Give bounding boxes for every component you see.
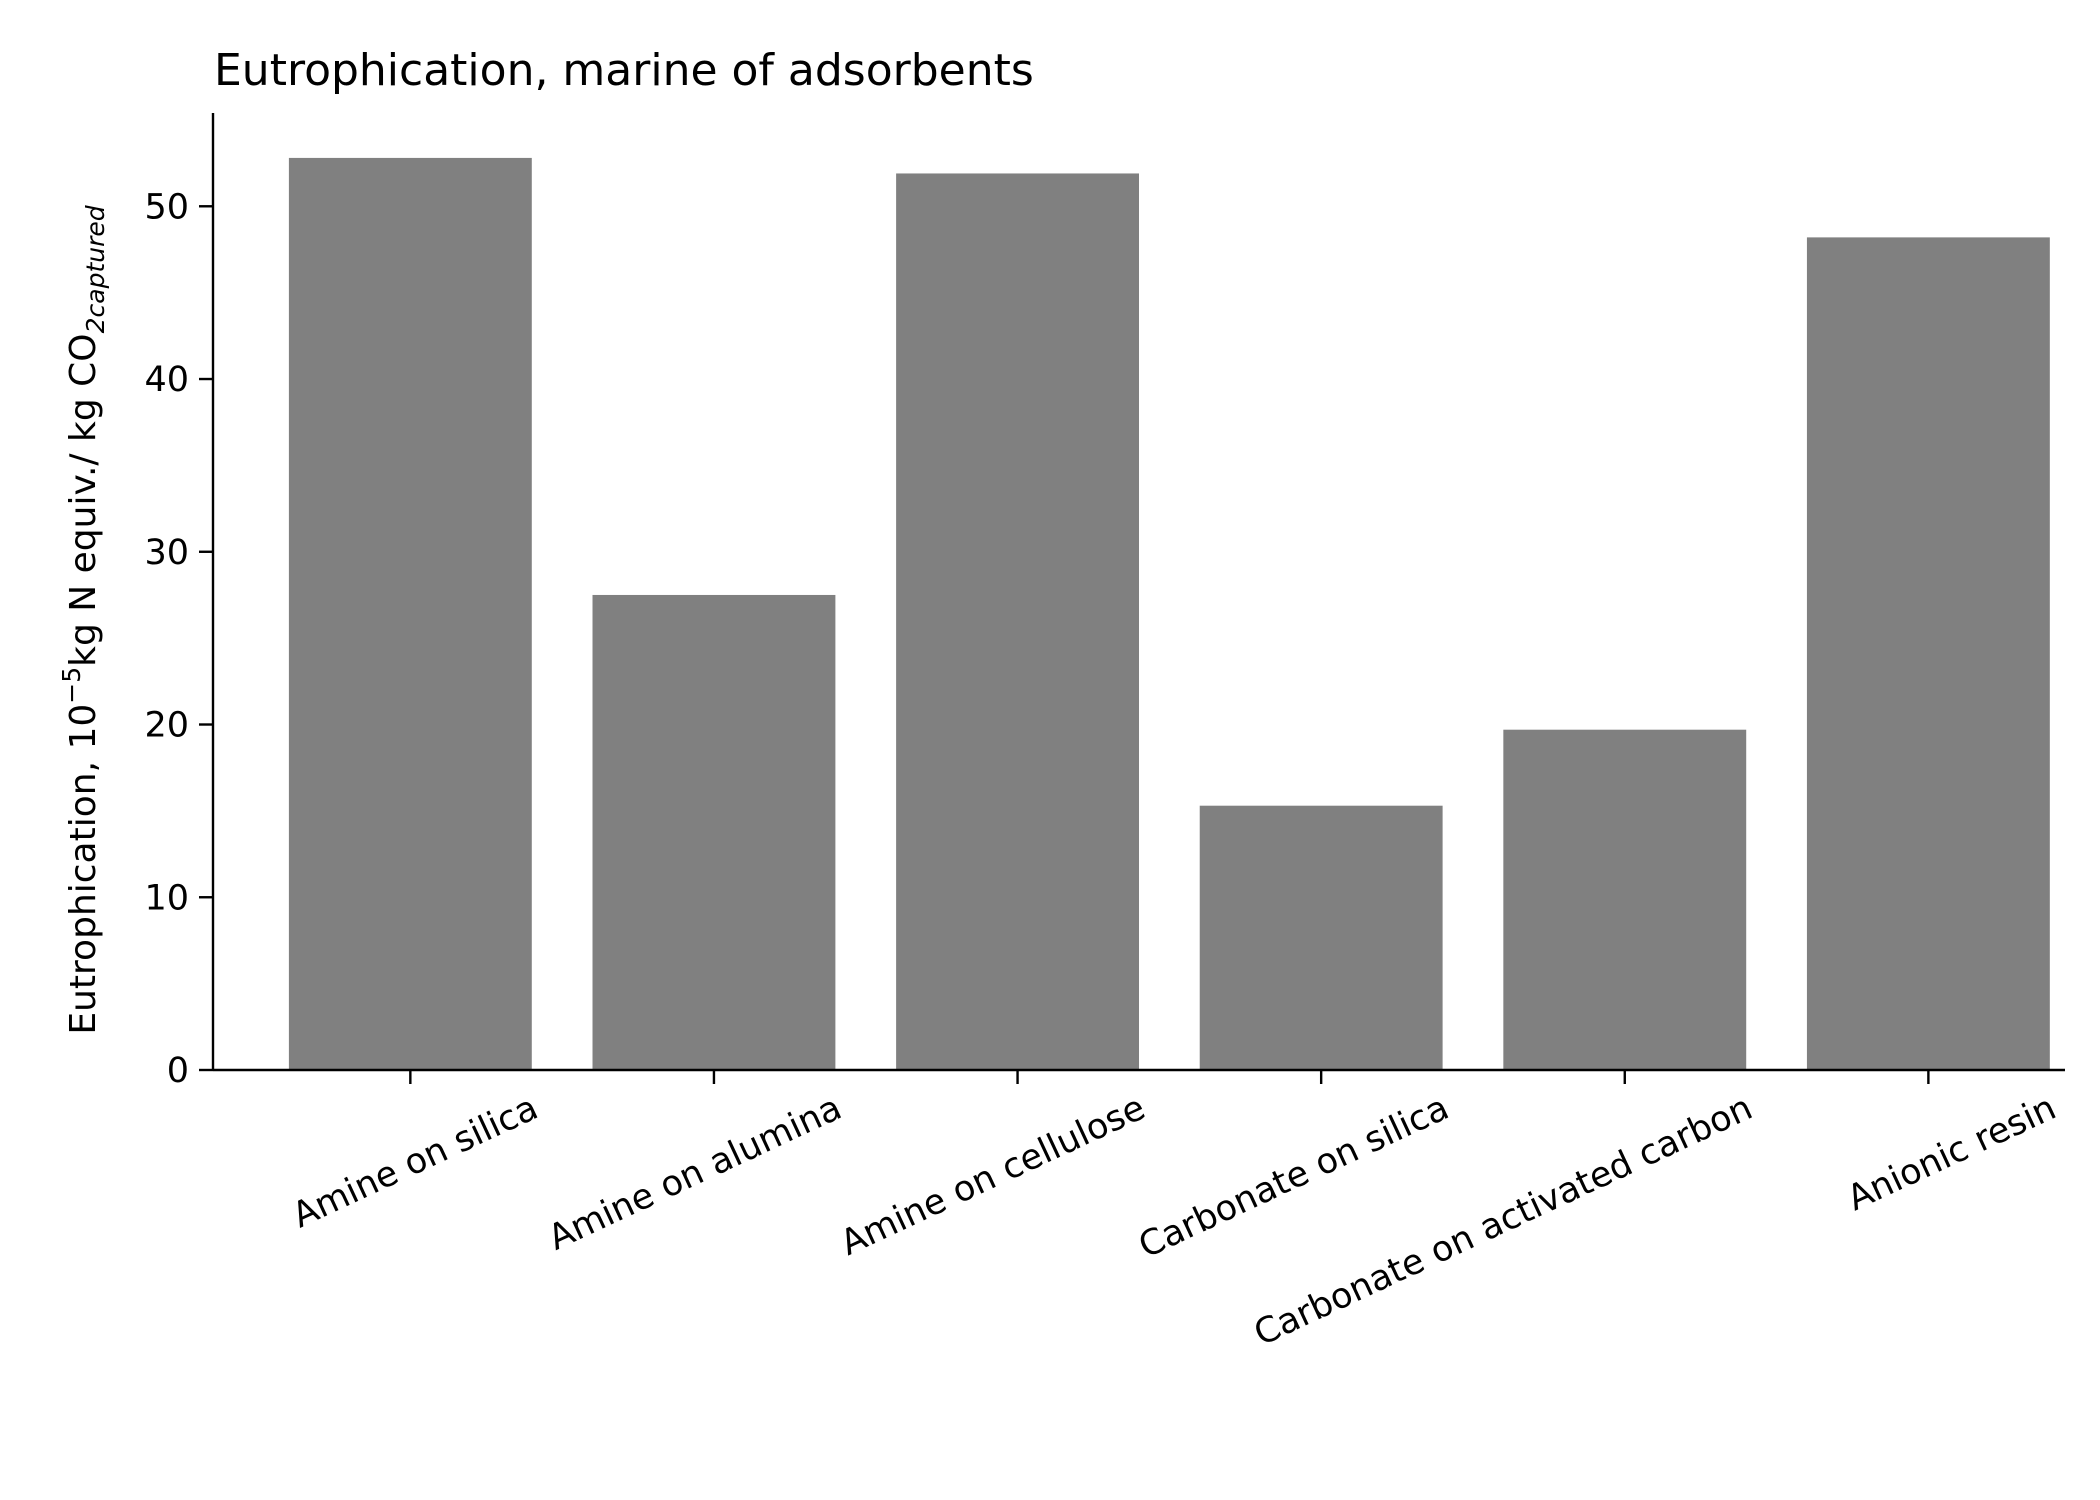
bar: [1503, 729, 1747, 1070]
y-axis-label-exponent: −5: [57, 667, 86, 704]
y-axis-label-prefix: Eutrophication, 10: [63, 704, 104, 1035]
x-tick-label: Amine on cellulose: [835, 1088, 1152, 1264]
bar: [288, 157, 532, 1071]
y-tick-label: 40: [144, 360, 189, 400]
y-tick-label: 20: [144, 706, 189, 746]
y-tick-label: 50: [144, 187, 189, 227]
y-tick-label: 0: [167, 1051, 189, 1091]
y-axis-label-subscript: 2captured: [81, 205, 110, 333]
x-tick-label: Anionic resin: [1841, 1088, 2062, 1219]
x-tick-label: Carbonate on silica: [1133, 1088, 1455, 1267]
bar: [1199, 805, 1443, 1070]
y-axis-label: Eutrophication, 10−5kg N equiv./ kg CO2c…: [57, 205, 110, 1034]
x-tick-label: Amine on silica: [287, 1088, 544, 1236]
y-tick-label: 10: [144, 878, 189, 918]
y-axis: 0 10 20 30 40 50: [144, 113, 215, 1091]
bar: [1806, 237, 2050, 1070]
x-tick-label: Carbonate on activated carbon: [1248, 1088, 1758, 1354]
bar: [896, 173, 1139, 1071]
x-tick-label: Amine on alumina: [543, 1088, 848, 1259]
chart-title: Eutrophication, marine of adsorbents: [214, 45, 1034, 96]
bars-group: [288, 157, 2050, 1071]
y-axis-label-middle: kg N equiv./ kg CO: [63, 333, 104, 666]
y-tick-label: 30: [144, 533, 189, 573]
bar: [592, 594, 836, 1070]
